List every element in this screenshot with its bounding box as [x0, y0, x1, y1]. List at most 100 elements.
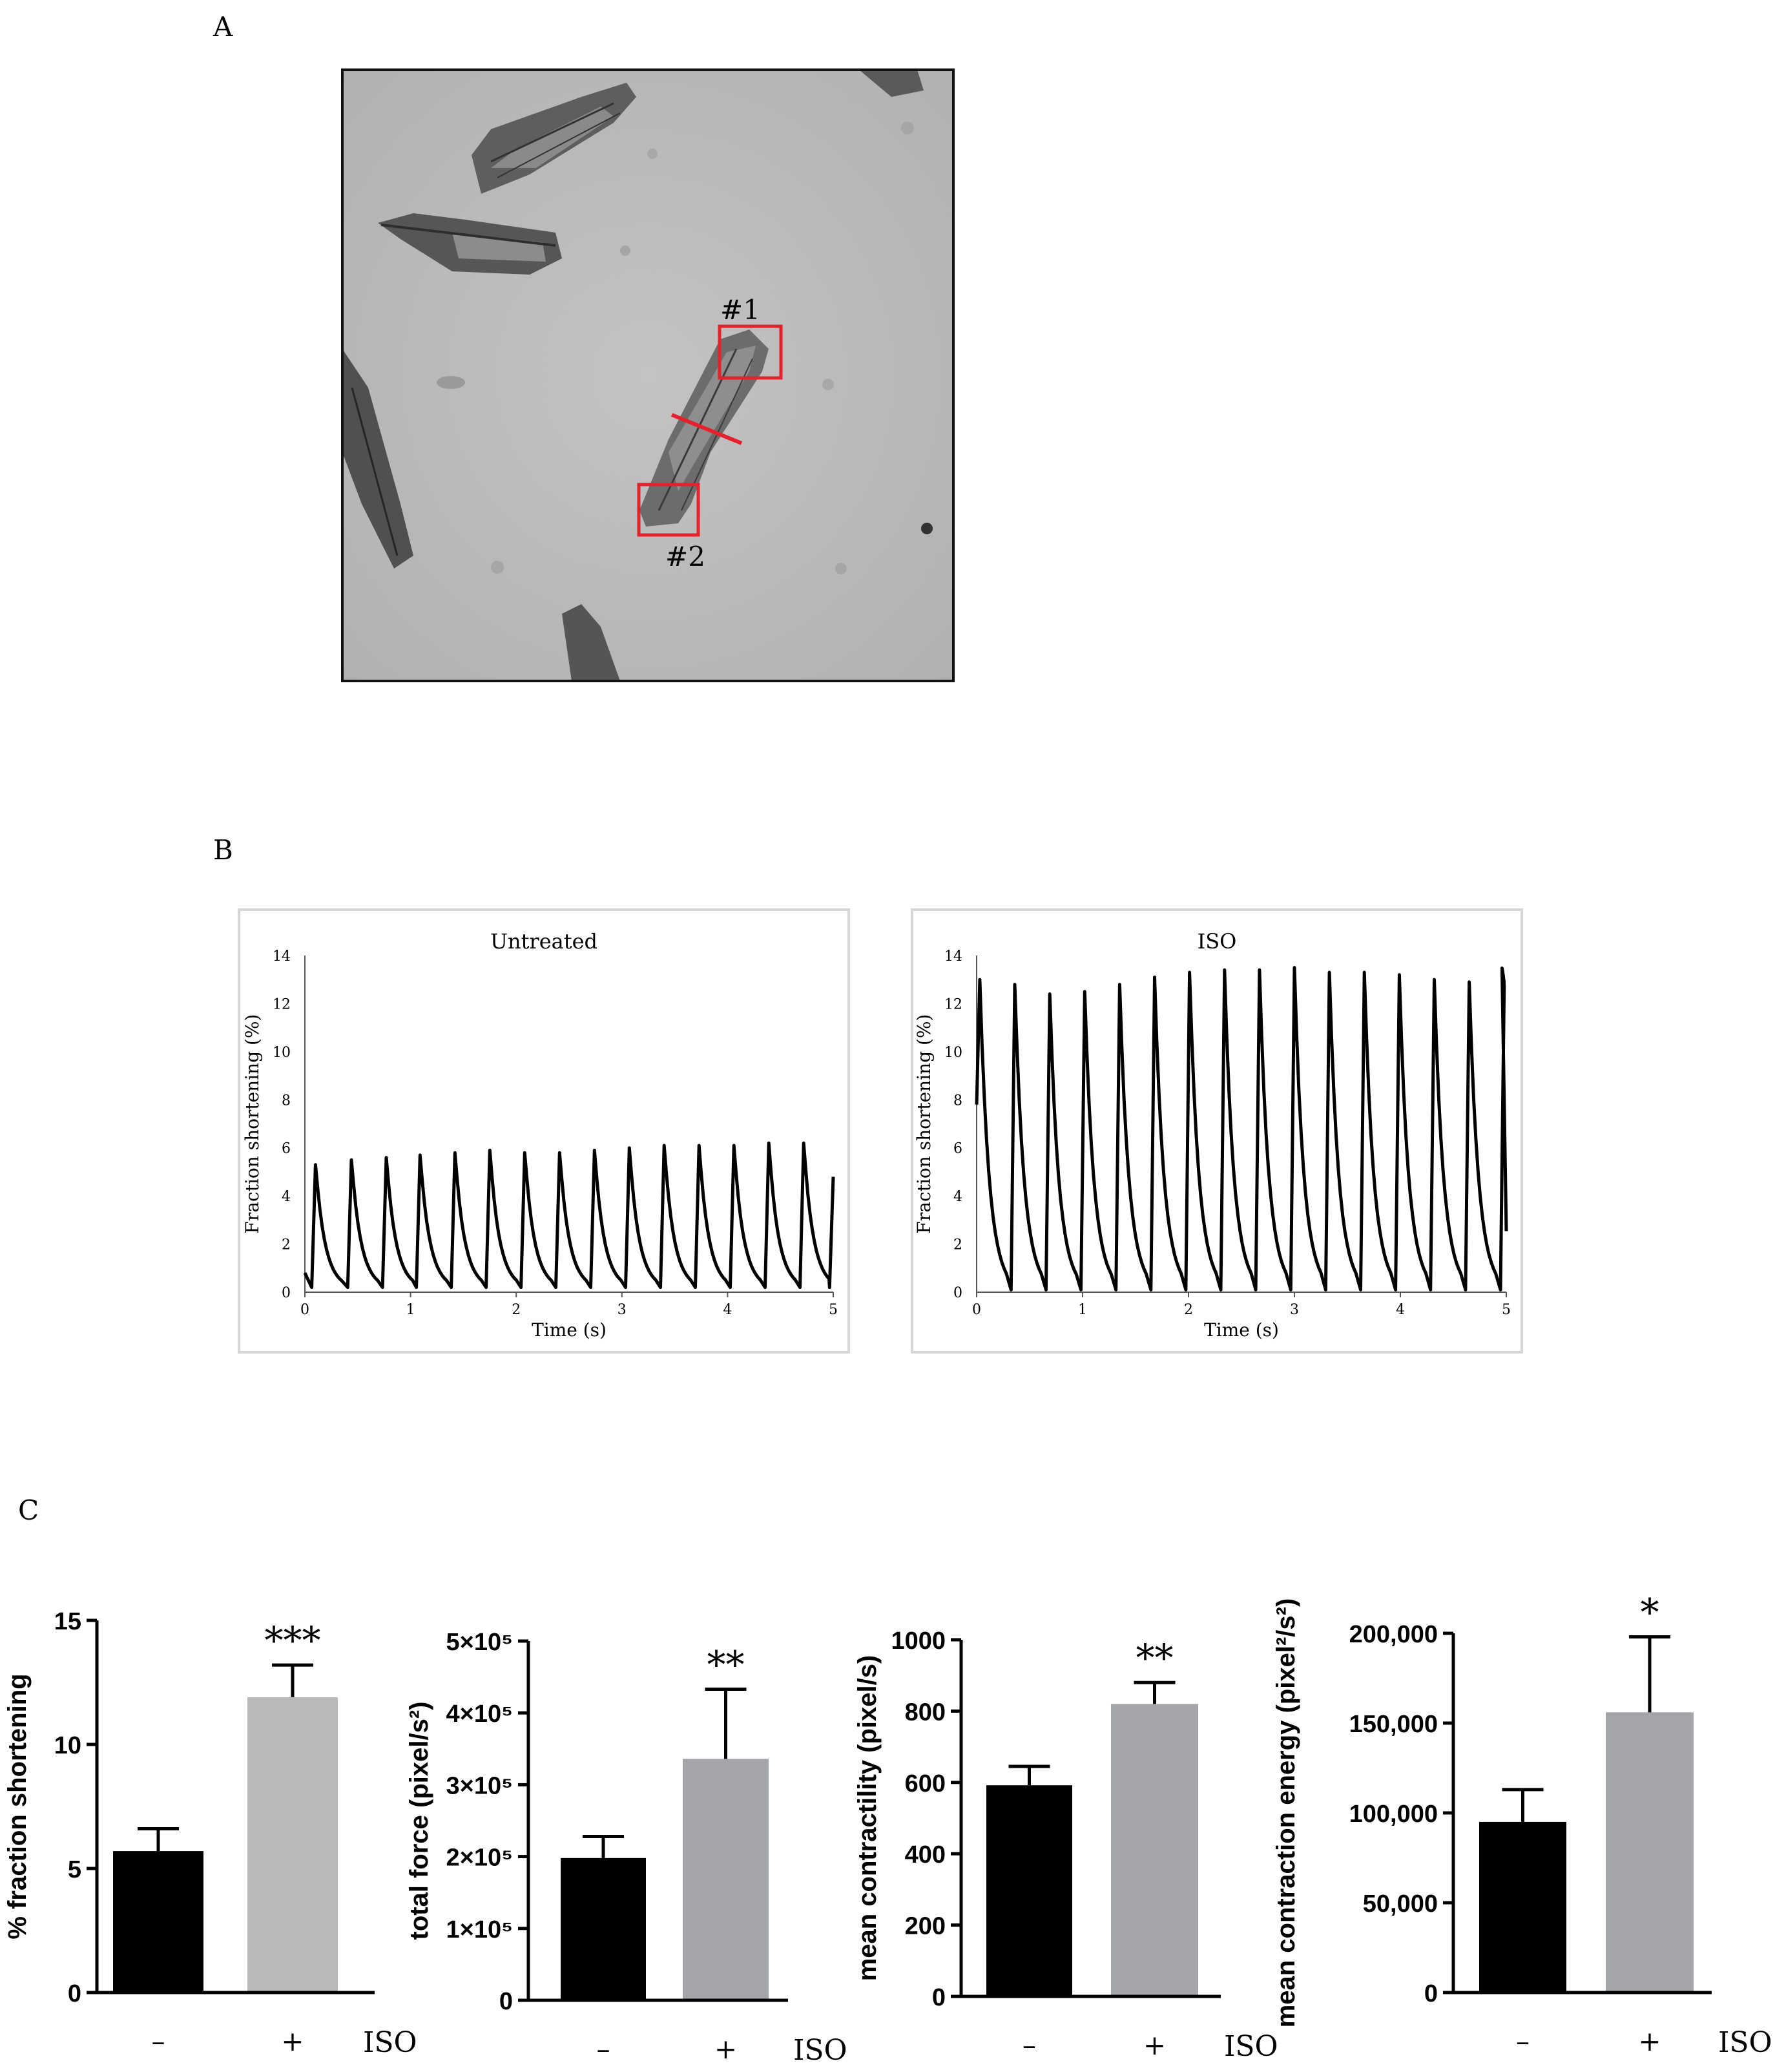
y-axis-label: mean contractility (pixel/s) — [853, 1655, 882, 1982]
y-tick-label: 1×10⁵ — [446, 1916, 513, 1943]
bar-iso — [683, 1759, 769, 2000]
panel-label-b: B — [213, 834, 233, 866]
x-category-label: + — [281, 2025, 304, 2057]
x-tick-label: 0 — [972, 1302, 981, 1318]
x-tick-label: 4 — [1396, 1302, 1405, 1318]
y-tick-label: 150,000 — [1349, 1711, 1438, 1738]
bar-control — [113, 1851, 203, 1993]
y-tick-label: 100,000 — [1349, 1801, 1438, 1828]
iso-group-label: ISO — [1718, 2026, 1772, 2059]
bar-control — [1479, 1821, 1566, 1993]
significance-label: ** — [707, 1643, 745, 1687]
cell-upper-left — [378, 213, 562, 275]
y-tick-label: 0 — [932, 1984, 946, 2011]
y-tick-label: 14 — [273, 948, 291, 965]
y-axis-label: % fraction shortening — [3, 1673, 32, 1939]
x-tick-label: 4 — [723, 1302, 732, 1318]
y-tick-label: 200,000 — [1349, 1621, 1438, 1648]
x-category-label: + — [714, 2033, 737, 2065]
panel-label-a: A — [213, 11, 233, 43]
bar-chart-bar_total_force: – + ** 0 1×10⁵ 2×10⁵ 3×10⁵ 4×10⁵ 5×10⁵ total forc… — [405, 1629, 847, 2067]
y-tick-label: 10 — [54, 1732, 81, 1759]
cell-bottom — [562, 604, 620, 681]
cell-top — [472, 83, 636, 194]
trace-chart-title: ISO — [1198, 929, 1237, 954]
y-tick-label: 10 — [273, 1045, 291, 1061]
x-tick-label: 1 — [1078, 1302, 1087, 1318]
y-tick-label: 12 — [273, 996, 291, 1012]
y-tick-label: 6 — [282, 1141, 291, 1157]
cell-top-right — [859, 70, 924, 97]
x-tick-label: 0 — [300, 1302, 309, 1318]
bar-iso — [1111, 1704, 1198, 1996]
y-tick-label: 4×10⁵ — [446, 1701, 513, 1728]
x-category-label: + — [1143, 2029, 1166, 2061]
roi-label-1: #1 — [720, 294, 760, 326]
x-tick-label: 2 — [1184, 1302, 1193, 1318]
y-tick-label: 4 — [953, 1189, 962, 1205]
x-tick-label: 3 — [618, 1302, 627, 1318]
y-tick-label: 0 — [282, 1285, 291, 1301]
y-tick-label: 0 — [953, 1285, 962, 1301]
roi-box-1 — [718, 324, 783, 380]
y-tick-label: 5 — [68, 1856, 81, 1883]
trace-series-line — [303, 1141, 835, 1290]
bar-control — [986, 1785, 1072, 1996]
iso-group-label: ISO — [793, 2034, 847, 2067]
y-tick-label: 600 — [905, 1770, 946, 1797]
trace-chart-frame — [238, 908, 850, 1354]
cell-width-line — [670, 413, 743, 445]
y-tick-label: 400 — [905, 1841, 946, 1868]
bar-chart-bar_contractility: – + ** 0 200 400 600 800 1000 mean contractility … — [853, 1627, 1278, 2063]
y-axis-label: total force (pixel/s²) — [405, 1702, 433, 1940]
y-tick-label: 2 — [282, 1237, 291, 1253]
bar-iso — [247, 1697, 338, 1993]
y-tick-label: 1000 — [891, 1627, 946, 1655]
y-tick-label: 0 — [1424, 1980, 1438, 2007]
x-tick-label: 2 — [512, 1302, 521, 1318]
x-category-label: – — [1516, 2025, 1530, 2057]
panel-label-c: C — [18, 1494, 39, 1526]
y-tick-label: 4 — [282, 1189, 291, 1205]
y-tick-label: 800 — [905, 1699, 946, 1726]
y-tick-label: 8 — [282, 1093, 291, 1109]
y-tick-label: 14 — [944, 948, 962, 965]
y-tick-label: 15 — [54, 1608, 81, 1635]
y-tick-label: 2 — [953, 1237, 962, 1253]
y-tick-label: 50,000 — [1363, 1890, 1438, 1918]
y-axis-label: Fraction shortening (%) — [242, 1014, 263, 1234]
x-category-label: – — [1022, 2029, 1036, 2061]
x-category-label: + — [1638, 2025, 1661, 2057]
trace-series-line — [975, 966, 1508, 1292]
y-tick-label: 6 — [953, 1141, 962, 1157]
iso-group-label: ISO — [1224, 2030, 1278, 2063]
y-tick-label: 5×10⁵ — [446, 1629, 513, 1656]
x-tick-label: 5 — [1502, 1302, 1511, 1318]
micrograph-frame — [341, 68, 955, 682]
y-tick-label: 2×10⁵ — [446, 1845, 513, 1872]
y-tick-label: 0 — [499, 1988, 513, 2015]
bar-chart-bar_shortening: – + *** 0 5 10 15 % fraction shortening ISO — [3, 1608, 417, 2059]
x-tick-label: 5 — [829, 1302, 838, 1318]
x-axis-label: Time (s) — [532, 1319, 607, 1341]
y-axis-label: Fraction shortening (%) — [913, 1014, 935, 1234]
significance-label: * — [1641, 1591, 1659, 1635]
x-axis-label: Time (s) — [1204, 1319, 1279, 1341]
micrograph-background — [342, 70, 953, 681]
micrograph: #1 #2 — [341, 68, 955, 682]
y-axis-label: mean contraction energy (pixel²/s²) — [1272, 1598, 1300, 2028]
x-category-label: – — [597, 2033, 610, 2065]
y-tick-label: 3×10⁵ — [446, 1772, 513, 1799]
bar-control — [561, 1857, 646, 2000]
x-category-label: – — [152, 2025, 165, 2057]
roi-label-2: #2 — [665, 541, 705, 572]
y-tick-label: 10 — [944, 1045, 962, 1061]
x-tick-label: 1 — [406, 1302, 415, 1318]
trace-chart-title: Untreated — [490, 929, 597, 954]
